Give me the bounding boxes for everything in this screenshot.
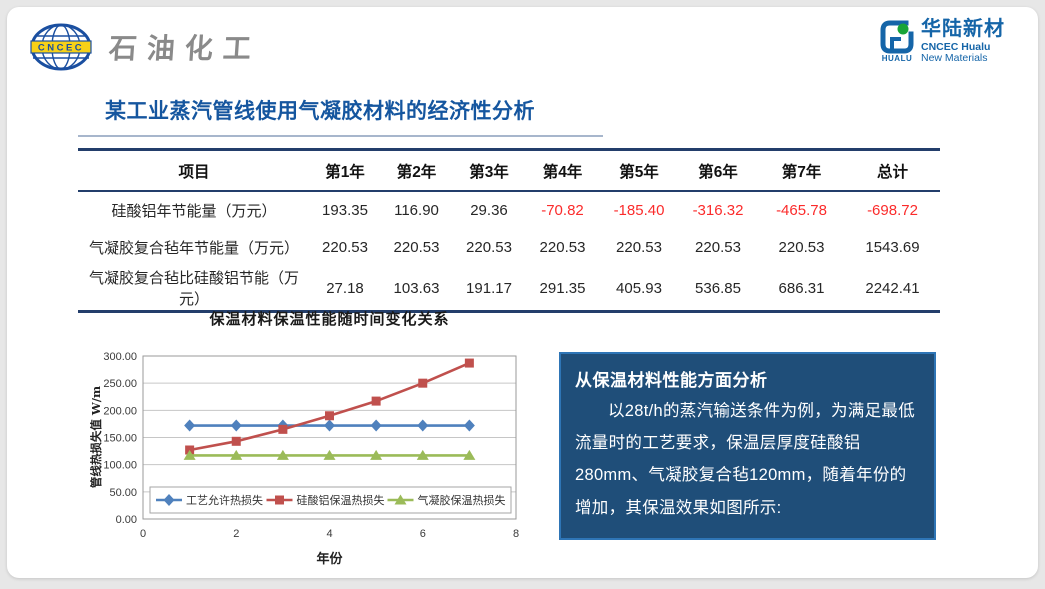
- cncec-globe-icon: CNCEC: [30, 23, 92, 71]
- title-divider: [78, 135, 603, 137]
- value-cell: 191.17: [466, 279, 512, 297]
- hualu-wordmark-cn: 华陆新材: [921, 18, 1005, 40]
- value-cell: 193.35: [322, 202, 368, 219]
- table-row: 硅酸铝年节能量（万元） 193.35 116.90 29.36 -70.82 -185.4…: [78, 191, 940, 229]
- value-cell: 220.53: [393, 239, 440, 256]
- value-cell: -316.32: [692, 202, 744, 219]
- series-triangle: [183, 449, 476, 460]
- legend-label: 硅酸铝保温热损失: [297, 493, 385, 507]
- value-cell: -465.78: [776, 202, 827, 219]
- value-cell: 2242.41: [865, 279, 920, 297]
- value-cell: 536.85: [695, 279, 741, 297]
- y-tick-label: 200.00: [103, 405, 137, 417]
- value-cell: 220.53: [778, 239, 825, 256]
- analysis-heading: 从保温材料性能方面分析: [575, 371, 768, 390]
- value-cell: 291.35: [539, 279, 586, 297]
- value-cell: -698.72: [867, 202, 918, 219]
- col-header: 第1年: [310, 149, 380, 192]
- x-axis-label: 年份: [316, 552, 343, 567]
- value-cell: -185.40: [613, 202, 665, 219]
- cncec-logo: CNCEC 石油化工: [29, 23, 263, 71]
- value-cell: 27.18: [326, 279, 364, 297]
- table-row: 气凝胶复合毡比硅酸铝节能（万元） 27.18 103.63 191.17 291.35 4…: [78, 266, 940, 312]
- y-tick-label: 300.00: [103, 351, 137, 363]
- legend-label: 工艺允许热损失: [186, 493, 263, 507]
- value-cell: 29.36: [470, 202, 508, 219]
- analysis-box: 从保温材料性能方面分析 以28t/h的蒸汽输送条件为例，为满足最低流量时的工艺要…: [559, 352, 936, 540]
- col-header: 第3年: [453, 149, 525, 192]
- value-cell: 220.53: [539, 239, 586, 256]
- chart-title: 保温材料保温性能随时间变化关系: [209, 310, 450, 328]
- row-label: 硅酸铝年节能量（万元）: [111, 203, 277, 220]
- value-cell: 220.53: [616, 239, 662, 256]
- series-square: [185, 358, 474, 455]
- x-tick-label: 8: [513, 528, 519, 540]
- value-cell: 103.63: [393, 279, 440, 297]
- series-diamond: [184, 419, 475, 432]
- y-tick-label: 100.00: [103, 460, 137, 472]
- legend-label: 气凝胶保温热损失: [418, 493, 506, 507]
- col-header: 总计: [845, 149, 940, 192]
- value-cell: 116.90: [394, 202, 439, 219]
- y-tick-label: 50.00: [109, 487, 137, 499]
- col-header-item: 项目: [78, 149, 310, 192]
- chart-legend: 工艺允许热损失 硅酸铝保温热损失 气凝胶保温热损失: [149, 486, 512, 514]
- y-tick-label: 0.00: [116, 514, 137, 526]
- line-chart-plot: 0.00 50.00 100.00 150.00 200.00 250.00 300.00 0…: [103, 351, 519, 540]
- x-tick-label: 4: [326, 528, 332, 540]
- value-cell: 220.53: [322, 239, 368, 256]
- hualu-wordmark-en-2: New Materials: [921, 52, 988, 65]
- hualu-wordmark-en-1: CNCEC Hualu: [921, 41, 991, 53]
- col-header: 第4年: [525, 149, 600, 192]
- table-header: 项目 第1年 第2年 第3年 第4年 第5年 第6年 第7年 总计: [78, 149, 940, 192]
- value-cell: 405.93: [616, 279, 662, 297]
- x-tick-label: 6: [420, 528, 426, 540]
- page-title: 某工业蒸汽管线使用气凝胶材料的经济性分析: [105, 100, 535, 123]
- hualu-icon: [880, 20, 914, 54]
- value-cell: 1543.69: [865, 239, 920, 256]
- value-cell: 686.31: [778, 279, 825, 297]
- table-row: 气凝胶复合毡年节能量（万元） 220.53 220.53 220.53 220.53 22…: [78, 229, 940, 266]
- value-cell: 220.53: [695, 239, 741, 256]
- col-header: 第7年: [758, 149, 845, 192]
- col-header: 第5年: [600, 149, 678, 192]
- analysis-body: 以28t/h的蒸汽输送条件为例，为满足最低流量时的工艺要求，保温层厚度硅酸铝28…: [575, 402, 915, 517]
- x-tick-label: 2: [233, 528, 239, 540]
- row-label: 气凝胶复合毡年节能量（万元）: [88, 240, 299, 257]
- col-header: 第6年: [678, 149, 758, 192]
- insulation-performance-chart: 保温材料保温性能随时间变化关系 管线热损失值 W/m 0.00 50.00 100.…: [78, 302, 543, 574]
- economics-table: 项目 第1年 第2年 第3年 第4年 第5年 第6年 第7年 总计 硅酸铝年节能量（万元） 193…: [78, 148, 940, 313]
- value-cell: 220.53: [466, 239, 512, 256]
- y-tick-label: 250.00: [103, 378, 137, 390]
- row-label: 气凝胶复合毡比硅酸铝节能（万元）: [88, 270, 299, 308]
- hualu-logo: HUALU 华陆新材 CNCEC Hualu New Materials: [879, 19, 1005, 64]
- x-tick-label: 0: [140, 528, 146, 540]
- value-cell: -70.82: [541, 202, 584, 219]
- hualu-icon-caption: HUALU: [881, 54, 913, 63]
- col-header: 第2年: [380, 149, 453, 192]
- petrochemical-brand-text: 石油化工: [107, 32, 263, 65]
- slide: CNCEC 石油化工 HUALU 华陆新材 CNCEC Hualu New Ma…: [7, 7, 1038, 578]
- y-tick-label: 150.00: [103, 433, 137, 445]
- svg-text:CNCEC: CNCEC: [38, 43, 84, 54]
